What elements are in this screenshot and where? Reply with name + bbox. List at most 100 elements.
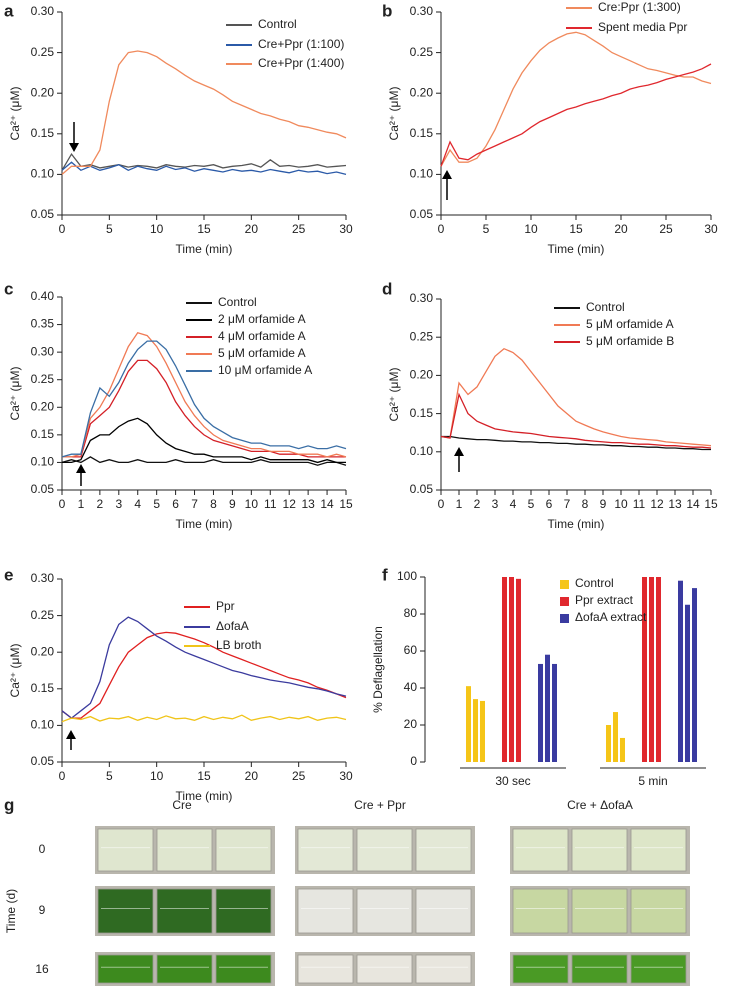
y-tick-label: 0.05 bbox=[410, 482, 434, 496]
x-tick-label: 13 bbox=[301, 497, 315, 511]
x-tick-label: 15 bbox=[197, 222, 211, 236]
y-tick-label: 0.30 bbox=[410, 291, 434, 305]
x-tick-label: 8 bbox=[210, 497, 217, 511]
y-tick-label: 0.25 bbox=[31, 608, 55, 622]
arrow-head bbox=[66, 730, 76, 739]
axis-label: Ca²⁺ (μM) bbox=[8, 644, 22, 698]
bar bbox=[649, 577, 654, 762]
legend-swatch bbox=[560, 614, 569, 623]
bar bbox=[656, 577, 661, 762]
legend-label: 4 μM orfamide A bbox=[218, 329, 306, 343]
x-tick-label: 30 bbox=[339, 222, 353, 236]
x-tick-label: 0 bbox=[438, 497, 445, 511]
panel-label: f bbox=[382, 565, 388, 584]
bar bbox=[685, 604, 690, 762]
cuvette bbox=[415, 888, 472, 934]
x-tick-label: 15 bbox=[197, 769, 211, 783]
bar bbox=[545, 654, 550, 762]
x-tick-label: 15 bbox=[704, 497, 718, 511]
legend-label: Cre+Ppr (1:100) bbox=[258, 37, 344, 51]
legend-label: ΔofaA extract bbox=[575, 610, 647, 624]
cuvette bbox=[97, 828, 154, 872]
y-tick-label: 0.30 bbox=[31, 344, 55, 358]
legend-label: Cre+Ppr (1:400) bbox=[258, 56, 344, 70]
arrow-head bbox=[454, 447, 464, 456]
x-tick-label: 20 bbox=[245, 222, 259, 236]
x-tick-label: 8 bbox=[582, 497, 589, 511]
cuvette bbox=[156, 954, 213, 984]
x-tick-label: 10 bbox=[150, 222, 164, 236]
cuvette bbox=[512, 828, 569, 872]
y-tick-label: 0.25 bbox=[31, 45, 55, 59]
y-tick-label: 0.15 bbox=[410, 126, 434, 140]
legend-label: Control bbox=[575, 576, 614, 590]
x-tick-label: 2 bbox=[97, 497, 104, 511]
cuvette bbox=[571, 954, 628, 984]
y-tick-label: 0.10 bbox=[31, 455, 55, 469]
x-tick-label: 0 bbox=[59, 222, 66, 236]
row-label: 16 bbox=[35, 962, 49, 976]
panel-label: c bbox=[4, 279, 13, 298]
y-tick-label: 0.05 bbox=[31, 754, 55, 768]
legend-label: 10 μM orfamide A bbox=[218, 363, 312, 377]
x-tick-label: 30 sec bbox=[495, 774, 530, 788]
y-tick-label: 20 bbox=[404, 717, 418, 731]
cuvette bbox=[97, 954, 154, 984]
axis-label: Time (min) bbox=[548, 242, 605, 256]
legend-label: 5 μM orfamide B bbox=[586, 334, 674, 348]
x-tick-label: 7 bbox=[564, 497, 571, 511]
bar bbox=[502, 577, 507, 762]
legend-label: 2 μM orfamide A bbox=[218, 312, 306, 326]
legend-label: Ppr bbox=[216, 599, 235, 613]
cuvette bbox=[156, 888, 213, 934]
y-tick-label: 80 bbox=[404, 606, 418, 620]
y-tick-label: 0.10 bbox=[410, 444, 434, 458]
x-tick-label: 0 bbox=[59, 497, 66, 511]
legend-label: Control bbox=[258, 17, 297, 31]
y-tick-label: 0.20 bbox=[31, 644, 55, 658]
bar bbox=[692, 588, 697, 762]
axis-label: Time (min) bbox=[176, 789, 233, 803]
x-tick-label: 12 bbox=[650, 497, 664, 511]
x-tick-label: 11 bbox=[264, 497, 277, 511]
cuvette bbox=[97, 888, 154, 934]
cuvette bbox=[356, 828, 413, 872]
cuvette bbox=[156, 828, 213, 872]
y-tick-label: 0.30 bbox=[31, 4, 55, 18]
y-tick-label: 0.15 bbox=[31, 681, 55, 695]
panel-label: a bbox=[4, 1, 14, 20]
x-tick-label: 30 bbox=[339, 769, 353, 783]
cuvette bbox=[415, 954, 472, 984]
y-tick-label: 0.40 bbox=[31, 289, 55, 303]
axis-label: Time (min) bbox=[176, 242, 233, 256]
cuvette bbox=[571, 828, 628, 872]
series-line bbox=[61, 340, 347, 458]
x-tick-label: 3 bbox=[492, 497, 499, 511]
y-tick-label: 0.20 bbox=[31, 85, 55, 99]
axis-label: Ca²⁺ (μM) bbox=[8, 87, 22, 141]
y-tick-label: 0.15 bbox=[31, 427, 55, 441]
axis-label: % Deflagellation bbox=[371, 626, 385, 713]
panel-label: e bbox=[4, 565, 13, 584]
y-tick-label: 0.10 bbox=[410, 167, 434, 181]
y-tick-label: 0.20 bbox=[410, 368, 434, 382]
bar bbox=[620, 737, 625, 762]
x-tick-label: 0 bbox=[438, 222, 445, 236]
series-line bbox=[440, 63, 712, 167]
x-tick-label: 9 bbox=[229, 497, 236, 511]
axis-label: Ca²⁺ (μM) bbox=[387, 87, 401, 141]
x-tick-label: 3 bbox=[115, 497, 122, 511]
x-tick-label: 13 bbox=[668, 497, 682, 511]
y-tick-label: 0.30 bbox=[31, 571, 55, 585]
panel-label: b bbox=[382, 1, 392, 20]
x-tick-label: 25 bbox=[292, 222, 306, 236]
y-tick-label: 0.25 bbox=[31, 372, 55, 386]
y-tick-label: 0.30 bbox=[410, 4, 434, 18]
y-tick-label: 0.05 bbox=[410, 207, 434, 221]
panel-label: d bbox=[382, 279, 392, 298]
x-tick-label: 10 bbox=[245, 497, 259, 511]
column-label: Cre bbox=[172, 798, 192, 812]
bar bbox=[552, 663, 557, 762]
series-line bbox=[441, 435, 711, 451]
